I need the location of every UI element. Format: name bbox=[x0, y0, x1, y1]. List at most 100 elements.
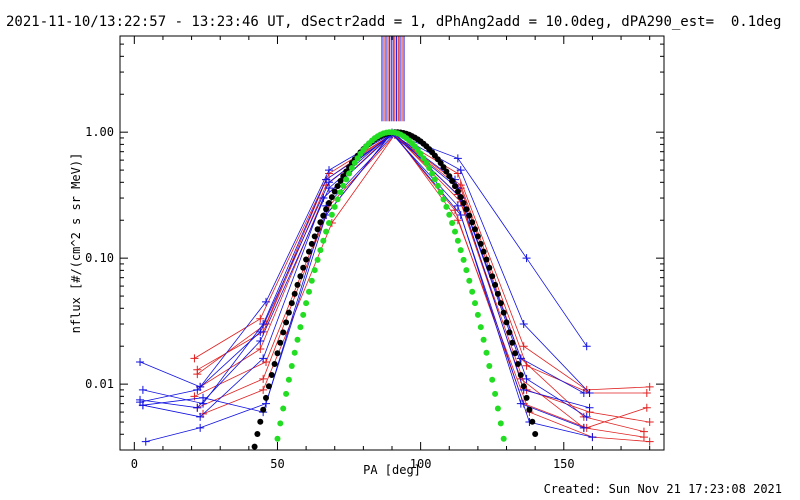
fit-1-dot bbox=[500, 435, 507, 442]
fit-0-dot bbox=[331, 188, 338, 195]
series-line-10 bbox=[142, 133, 587, 418]
fit-1-dot bbox=[454, 237, 461, 244]
fit-1-dot bbox=[346, 170, 353, 177]
x-tick-label-0: 0 bbox=[131, 457, 138, 471]
fit-1-dot bbox=[494, 405, 501, 412]
fit-0-dot bbox=[440, 164, 447, 171]
x-tick-label-100: 100 bbox=[410, 457, 432, 471]
fit-0-dot bbox=[446, 173, 453, 180]
fit-0-dot bbox=[251, 443, 258, 450]
series-12-point-5 bbox=[453, 201, 462, 210]
series-9-point-7 bbox=[579, 389, 588, 398]
fit-1-dot bbox=[277, 420, 284, 427]
fit-0-dot bbox=[477, 240, 484, 247]
fit-0-dot bbox=[265, 383, 272, 390]
fit-0-dot bbox=[277, 339, 284, 346]
series-6-point-7 bbox=[639, 427, 648, 436]
fit-0-dot bbox=[469, 219, 476, 226]
fit-1-dot bbox=[331, 203, 338, 210]
series-7-point-3 bbox=[325, 166, 334, 175]
series-7-point-0 bbox=[136, 357, 145, 366]
fit-0-dot bbox=[509, 339, 516, 346]
fit-0-dot bbox=[308, 240, 315, 247]
chart-title: 2021-11-10/13:22:57 - 13:23:46 UT, dSect… bbox=[6, 14, 782, 30]
fit-1-dot bbox=[480, 336, 487, 343]
fit-1-dot bbox=[489, 376, 496, 383]
fit-0-dot bbox=[268, 372, 275, 378]
series-10-point-2 bbox=[259, 354, 268, 363]
fit-1-dot bbox=[300, 311, 307, 318]
fit-0-dot bbox=[323, 206, 330, 213]
y-tick-label-1: 0.10 bbox=[85, 251, 114, 265]
fit-0-dot bbox=[523, 394, 530, 401]
series-line-0 bbox=[194, 133, 650, 391]
fit-1-dot bbox=[469, 288, 476, 295]
series-0-point-0 bbox=[190, 354, 199, 363]
fit-0-dot bbox=[285, 309, 292, 316]
fit-1-dot bbox=[497, 420, 504, 427]
fit-0-dot bbox=[460, 200, 467, 206]
series-line-2 bbox=[199, 132, 645, 438]
fit-1-dot bbox=[477, 324, 484, 331]
series-12-point-2 bbox=[256, 327, 265, 336]
fit-0-dot bbox=[274, 350, 281, 357]
fit-1-dot bbox=[446, 211, 453, 218]
x-tick-label-150: 150 bbox=[553, 457, 575, 471]
fit-1-dot bbox=[306, 288, 312, 295]
fit-1-dot bbox=[426, 165, 433, 171]
series-4-point-1 bbox=[259, 374, 268, 383]
fit-1-dot bbox=[317, 247, 324, 254]
fit-1-dot bbox=[431, 176, 438, 183]
series-7-point-5 bbox=[453, 154, 462, 163]
fit-0-dot bbox=[297, 273, 304, 280]
fit-0-dot bbox=[254, 431, 261, 437]
fit-1-dot bbox=[348, 165, 355, 171]
fit-0-dot bbox=[512, 350, 519, 357]
fit-0-dot bbox=[306, 248, 312, 255]
fit-1-dot bbox=[429, 170, 436, 177]
fit-1-dot bbox=[285, 376, 292, 383]
series-1-point-7 bbox=[642, 389, 651, 398]
fit-1-dot bbox=[472, 300, 478, 307]
series-11-point-7 bbox=[585, 403, 594, 412]
x-axis-label: PA [deg] bbox=[363, 463, 421, 477]
fit-1-dot bbox=[449, 220, 456, 226]
series-11-point-0 bbox=[141, 437, 150, 446]
fit-1-dot bbox=[483, 349, 490, 356]
series-7-point-6 bbox=[522, 254, 531, 263]
fit-0-dot bbox=[337, 178, 344, 184]
series-3-point-7 bbox=[645, 418, 654, 427]
fit-0-dot bbox=[500, 309, 507, 316]
fit-1-dot bbox=[343, 176, 350, 183]
fit-1-dot bbox=[294, 336, 301, 343]
series-line-11 bbox=[145, 132, 590, 442]
fit-0-dot bbox=[466, 212, 473, 219]
fit-1-dot bbox=[311, 267, 318, 274]
series-4-point-7 bbox=[642, 403, 651, 412]
fit-1-dot bbox=[323, 228, 330, 235]
fit-1-dot bbox=[417, 150, 424, 157]
fit-1-dot bbox=[288, 363, 295, 369]
series-10-point-7 bbox=[582, 412, 591, 421]
series-8-point-0 bbox=[138, 385, 147, 394]
fit-1-dot bbox=[440, 196, 447, 203]
fit-0-dot bbox=[497, 300, 504, 307]
fit-0-dot bbox=[328, 194, 335, 201]
fit-1-dot bbox=[437, 189, 444, 196]
fit-0-dot bbox=[334, 183, 341, 190]
fit-0-dot bbox=[506, 329, 513, 336]
fit-1-dot bbox=[474, 311, 481, 318]
fit-0-dot bbox=[515, 361, 521, 367]
series-12-point-7 bbox=[579, 423, 588, 432]
series-13-point-7 bbox=[588, 433, 597, 442]
series-8-point-5 bbox=[456, 166, 465, 175]
fit-0-dot bbox=[283, 319, 290, 326]
series-line-12 bbox=[139, 133, 584, 429]
fit-1-dot bbox=[280, 405, 287, 412]
y-axis-label: nflux [#/(cm^2 s sr MeV)] bbox=[69, 153, 83, 334]
fit-0-dot bbox=[480, 248, 487, 255]
fit-1-dot bbox=[291, 349, 298, 356]
created-timestamp: Created: Sun Nov 21 17:23:08 2021 bbox=[543, 482, 782, 496]
series-11-point-1 bbox=[196, 423, 205, 432]
fit-1-dot bbox=[326, 220, 332, 226]
